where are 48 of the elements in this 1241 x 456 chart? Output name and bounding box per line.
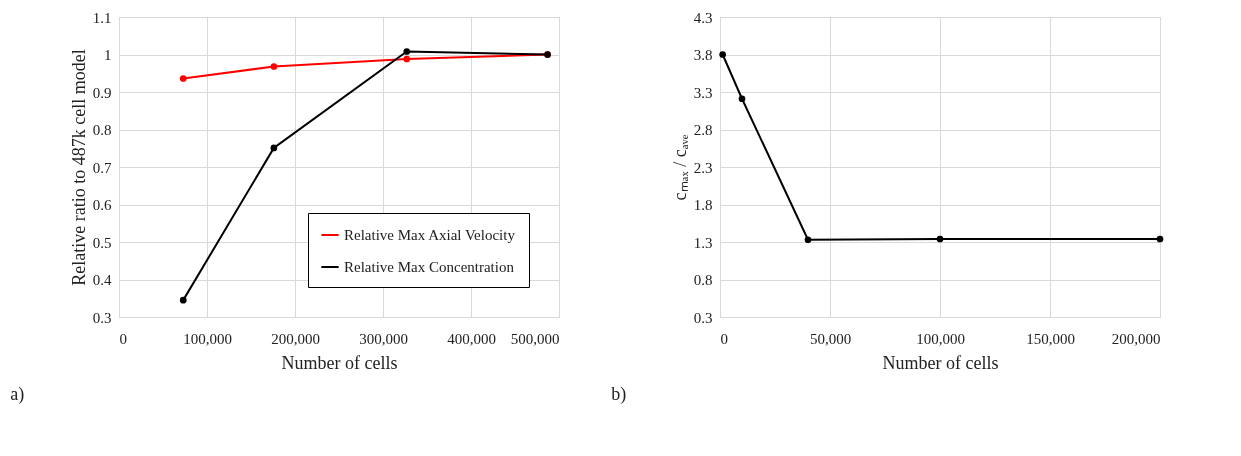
y-tick-label: 3.3 bbox=[693, 84, 713, 101]
y-tick-label: 4.3 bbox=[693, 9, 713, 26]
y-tick-label: 1.1 bbox=[92, 9, 112, 26]
y-tick-label: 0.5 bbox=[92, 234, 112, 251]
y-tick-label: 0.7 bbox=[92, 159, 112, 176]
y-tick-label: 1.3 bbox=[693, 234, 713, 251]
x-tick-label: 400,000 bbox=[447, 330, 496, 347]
y-tick-label: 0.8 bbox=[693, 272, 713, 288]
x-tick-label: 500,000 bbox=[510, 330, 560, 347]
y-tick-label: 1 bbox=[104, 47, 112, 63]
point bbox=[270, 144, 278, 152]
point bbox=[403, 55, 411, 63]
point bbox=[936, 235, 944, 243]
x-tick-label: 150,000 bbox=[1026, 330, 1075, 347]
text: b) bbox=[611, 384, 627, 405]
point bbox=[179, 296, 187, 304]
legend-label: Relative Max Concentration bbox=[344, 259, 515, 275]
x-axis-title: Number of cells bbox=[882, 352, 999, 373]
text: a) bbox=[10, 384, 25, 405]
x-tick-label: 50,000 bbox=[809, 330, 852, 347]
point bbox=[270, 63, 278, 70]
x-axis-title: Number of cells bbox=[281, 352, 398, 373]
x-tick-label: 200,000 bbox=[1111, 330, 1161, 347]
y-axis-title: cₘₐₓ / cₐᵥₑ bbox=[669, 134, 690, 201]
y-tick-label: 0.8 bbox=[92, 122, 112, 138]
y-axis-title: Relative ratio to 487k cell model bbox=[68, 49, 89, 286]
y-tick-label: 3.8 bbox=[693, 47, 713, 63]
x-tick-label: 0 bbox=[119, 330, 127, 347]
y-tick-label: 0.9 bbox=[92, 84, 112, 101]
y-tick-label: 0.6 bbox=[92, 197, 112, 213]
y-tick-label: 2.8 bbox=[693, 122, 713, 138]
point bbox=[1156, 235, 1164, 243]
x-tick-label: 0 bbox=[720, 330, 728, 347]
point bbox=[719, 51, 726, 58]
point bbox=[804, 236, 812, 244]
point bbox=[403, 48, 411, 55]
y-tick-label: 0.4 bbox=[92, 272, 112, 288]
y-tick-label: 2.3 bbox=[693, 159, 713, 176]
y-tick-label: 1.8 bbox=[693, 197, 713, 213]
legend-label: Relative Max Axial Velocity bbox=[344, 227, 516, 243]
point bbox=[738, 95, 746, 103]
x-tick-label: 100,000 bbox=[183, 330, 232, 347]
point bbox=[179, 75, 187, 82]
x-tick-label: 300,000 bbox=[359, 330, 408, 347]
x-tick-label: 200,000 bbox=[271, 330, 320, 347]
y-tick-label: 0.3 bbox=[92, 309, 112, 326]
y-tick-label: 0.3 bbox=[693, 309, 713, 326]
x-tick-label: 100,000 bbox=[916, 330, 965, 347]
